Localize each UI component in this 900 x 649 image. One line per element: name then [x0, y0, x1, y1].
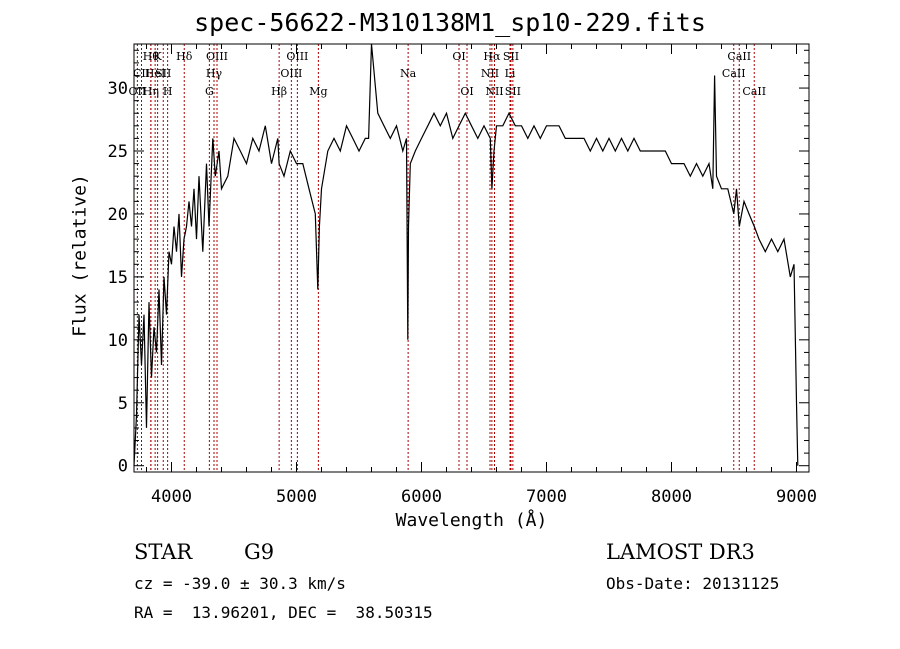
line-marker-label-SII: SII [503, 50, 519, 63]
x-tick-label: 7000 [526, 487, 567, 507]
line-marker-label-Li: Li [505, 67, 516, 80]
line-marker-label-Mg: Mg [309, 85, 327, 98]
line-marker-label-CaII: CaII [722, 67, 746, 80]
line-marker-label-Hβ: Hβ [271, 85, 287, 98]
line-marker-label-Hδ: Hδ [176, 50, 193, 63]
y-axis-label: Flux (relative) [69, 174, 91, 337]
line-marker-label-NII: NII [485, 85, 503, 98]
line-marker-label-OIII: OIII [286, 50, 308, 63]
y-axis-ticks: 0 5 10 15 20 25 30 [108, 49, 809, 477]
plot-frame [133, 43, 810, 473]
x-axis-ticks: 4000 5000 6000 7000 8000 9000 [146, 44, 817, 507]
line-marker-label-OI: OI [460, 85, 473, 98]
emission-line-labels: OIICIIHθHηHeIKSIIHHδGHγOIIIHβOIIIOIIIMgN… [129, 50, 767, 98]
line-marker-label-Hθ: Hθ [143, 50, 160, 63]
line-marker-label-Hα: Hα [483, 50, 501, 63]
y-tick-label: 20 [108, 205, 128, 225]
line-marker-label-OI: OI [452, 50, 465, 63]
line-marker-label-OIII: OIII [280, 67, 302, 80]
line-marker-label-CaII: CaII [742, 85, 766, 98]
line-marker-label-SII: SII [505, 85, 521, 98]
line-marker-label-K: K [154, 50, 163, 63]
sky-coordinates: RA = 13.96201, DEC = 38.50315 [134, 603, 433, 622]
x-tick-label: 9000 [776, 487, 817, 507]
spectrum-line [133, 43, 799, 466]
line-marker-label-OIII: OIII [206, 50, 228, 63]
redshift-velocity: cz = -39.0 ± 30.3 km/s [134, 574, 346, 593]
line-marker-label-NII: NII [481, 67, 499, 80]
line-marker-label-Hγ: Hγ [206, 67, 223, 80]
y-tick-label: 10 [108, 331, 128, 351]
x-tick-label: 4000 [151, 487, 192, 507]
line-marker-label-Na: Na [400, 67, 417, 80]
emission-line-markers [136, 44, 755, 472]
observation-date: Obs-Date: 20131125 [606, 574, 780, 593]
y-tick-label: 25 [108, 142, 128, 162]
line-marker-label-CaII: CaII [727, 50, 751, 63]
object-class: STAR [134, 540, 193, 564]
line-marker-label-H: H [163, 85, 173, 98]
y-tick-label: 15 [108, 268, 128, 288]
x-tick-label: 5000 [276, 487, 317, 507]
chart-title: spec-56622-M310138M1_sp10-229.fits [194, 8, 706, 37]
line-marker-label-CII: CII [133, 67, 150, 80]
line-marker-label-HeI: HeI [145, 67, 165, 80]
y-tick-label: 30 [108, 79, 128, 99]
x-tick-label: 6000 [401, 487, 442, 507]
x-axis-label: Wavelength (Å) [395, 510, 548, 531]
line-marker-label-SII: SII [155, 67, 171, 80]
y-tick-label: 0 [118, 457, 128, 477]
survey-name: LAMOST DR3 [606, 540, 755, 564]
line-marker-label-G: G [205, 85, 214, 98]
x-tick-label: 8000 [651, 487, 692, 507]
line-marker-label-Hη: Hη [143, 85, 159, 98]
y-tick-label: 5 [118, 394, 128, 414]
object-subclass: G9 [244, 540, 275, 564]
